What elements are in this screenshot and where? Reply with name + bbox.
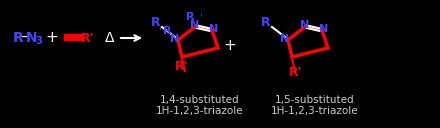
Text: N: N — [191, 20, 200, 30]
Text: 1H-1,2,3-triazole: 1H-1,2,3-triazole — [156, 106, 244, 116]
Text: 1H-1,2,3-triazole: 1H-1,2,3-triazole — [271, 106, 359, 116]
Text: N: N — [301, 20, 310, 30]
Text: R: R — [261, 17, 271, 29]
Text: 3: 3 — [36, 36, 42, 46]
Text: N: N — [209, 24, 219, 34]
Text: –: – — [21, 31, 27, 45]
Text: 1,5-substituted: 1,5-substituted — [275, 95, 355, 105]
Text: +: + — [224, 38, 236, 52]
Text: R: R — [163, 26, 171, 36]
Text: R': R' — [81, 31, 95, 45]
Text: R: R — [186, 12, 194, 22]
Text: N: N — [280, 34, 290, 44]
Text: ': ' — [199, 12, 201, 22]
Text: 1,4-substituted: 1,4-substituted — [160, 95, 240, 105]
Text: R: R — [13, 31, 23, 45]
Text: N: N — [170, 34, 180, 44]
Text: R: R — [151, 17, 161, 29]
Text: ': ' — [158, 26, 161, 36]
Text: N: N — [26, 31, 38, 45]
Text: R': R' — [175, 61, 189, 73]
Text: Δ: Δ — [105, 31, 115, 45]
Text: +: + — [46, 30, 59, 45]
Text: R': R' — [289, 67, 303, 79]
Text: N: N — [319, 24, 329, 34]
